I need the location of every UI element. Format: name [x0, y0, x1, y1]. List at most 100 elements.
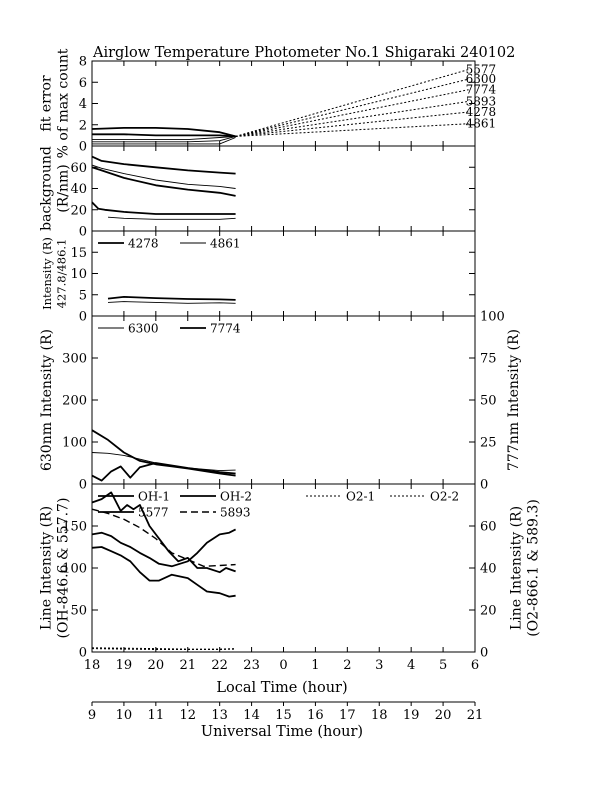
- panel-red_nir: 0 100 200 300 0 25 50 75 100 6300 7774: [62, 310, 505, 493]
- series-line: [91, 155, 236, 175]
- right-y-tick-label: 25: [480, 436, 497, 451]
- x-tick-label-local: 3: [375, 658, 383, 673]
- x-tick-label-ut: 11: [148, 708, 165, 723]
- x-tick-label-local: 4: [407, 658, 415, 673]
- y-axis-label-line: Line Intensity (R): [38, 506, 54, 630]
- series-label: 6300: [466, 72, 497, 86]
- series-line-4278: [235, 111, 469, 137]
- y-tick-label: 40: [70, 182, 87, 197]
- x-tick-label-local: 0: [279, 658, 287, 673]
- right-y-axis-label-line: Line Intensity (R): [508, 506, 524, 630]
- legend-label: O2-2: [430, 490, 459, 504]
- panel-bg: 0 20 40 60: [70, 145, 476, 240]
- x-tick-label-local: 21: [179, 658, 196, 673]
- legend-label: 7774: [210, 322, 241, 336]
- right-y-axis-label: 777nm Intensity (R): [506, 329, 522, 471]
- x-tick-label-local: 19: [116, 658, 133, 673]
- y-axis-label-line: % of max count: [55, 48, 71, 158]
- y-tick-label: 6: [79, 76, 87, 91]
- series-line-7774: [235, 89, 469, 137]
- series-line: [92, 135, 236, 143]
- x-tick-label-ut: 19: [403, 708, 420, 723]
- series-line: [91, 462, 236, 482]
- series-label: 5893: [466, 94, 497, 108]
- series-line: [92, 137, 236, 145]
- y-tick-label: 150: [62, 520, 87, 535]
- series-label: 4278: [466, 105, 497, 119]
- x-tick-label-local: 23: [243, 658, 260, 673]
- y-axis-label-line: 427.8/486.1: [54, 239, 68, 309]
- x-tick-label-ut: 10: [116, 708, 133, 723]
- panel-intensity_small: 0 5 10 15 4278 4861: [70, 230, 476, 325]
- y-tick-label: 10: [70, 267, 87, 282]
- universal-time-axis-label: Universal Time (hour): [201, 724, 363, 740]
- y-tick-label: 2: [79, 118, 87, 133]
- y-tick-label: 300: [62, 352, 87, 367]
- series-line: [91, 166, 236, 197]
- series-line: [92, 135, 236, 141]
- series-line-4861: [107, 301, 236, 304]
- series-label: 7774: [466, 83, 497, 97]
- y-tick-label: 0: [79, 646, 87, 661]
- x-tick-label-ut: 17: [339, 708, 356, 723]
- y-axis-label-line: 630nm Intensity (R): [39, 329, 55, 471]
- series-line: [107, 216, 236, 220]
- series-line: [91, 201, 236, 215]
- right-y-tick-label: 100: [480, 310, 505, 325]
- right-y-tick-label: 60: [480, 520, 497, 535]
- x-tick-label-ut: 12: [179, 708, 196, 723]
- right-y-tick-label: 20: [480, 604, 497, 619]
- chart-title: Airglow Temperature Photometer No.1 Shig…: [92, 45, 515, 61]
- legend-label: 4861: [210, 237, 241, 251]
- x-tick-label-ut: 20: [435, 708, 452, 723]
- legend-label: 5577: [138, 506, 169, 520]
- right-y-axis-label-line: (O2-866.1 & 589.3): [525, 499, 541, 637]
- series-line: [91, 164, 236, 189]
- series-line-4861: [235, 123, 469, 137]
- series-line-6300: [91, 452, 236, 472]
- x-tick-label-local: 5: [439, 658, 447, 673]
- right-y-tick-label: 0: [480, 646, 488, 661]
- x-tick-label-ut: 16: [307, 708, 324, 723]
- series-line-o2-1: [91, 648, 236, 650]
- y-tick-label: 100: [62, 436, 87, 451]
- right-y-tick-label: 0: [480, 478, 488, 493]
- legend-label: 6300: [128, 322, 159, 336]
- y-tick-label: 4: [79, 97, 87, 112]
- y-axis-label-line: background: [38, 146, 54, 231]
- right-y-tick-label: 50: [480, 394, 497, 409]
- right-y-axis-label: Line Intensity (R) (O2-866.1 & 589.3): [508, 499, 541, 637]
- series-label: 5577: [466, 63, 497, 77]
- x-tick-label-ut: 18: [371, 708, 388, 723]
- y-tick-label: 15: [70, 246, 87, 261]
- panel-frame: [91, 60, 476, 147]
- y-axis-label-line: fit error: [38, 75, 54, 132]
- y-tick-label: 200: [62, 394, 87, 409]
- x-tick-label-local: 2: [343, 658, 351, 673]
- y-tick-label: 60: [70, 161, 87, 176]
- y-axis-label-line: Intensity (R): [40, 237, 54, 310]
- right-y-tick-label: 75: [480, 352, 497, 367]
- legend-label: 5893: [220, 506, 251, 520]
- y-axis-label: 630nm Intensity (R): [39, 329, 55, 471]
- y-axis-label-line: (OH-846.6 & 557.7): [55, 498, 71, 639]
- series-line: [91, 127, 236, 138]
- legend-label: 4278: [128, 237, 159, 251]
- x-tick-label-local: 20: [148, 658, 165, 673]
- y-axis-label: Line Intensity (R) (OH-846.6 & 557.7): [38, 498, 71, 639]
- panel-frame: [91, 145, 476, 232]
- x-tick-label-local: 1: [311, 658, 319, 673]
- legend-label: O2-1: [346, 490, 375, 504]
- y-tick-label: 0: [79, 140, 87, 155]
- series-label: 4861: [466, 117, 497, 131]
- y-tick-label: 0: [79, 310, 87, 325]
- series-line-5893: [91, 508, 236, 567]
- series-line: [92, 133, 236, 138]
- panel-frame: [91, 315, 476, 485]
- right-y-tick-label: 40: [480, 562, 497, 577]
- series-line-7774: [91, 429, 236, 477]
- local-time-axis-label: Local Time (hour): [216, 680, 347, 696]
- legend-label: OH-2: [220, 490, 252, 504]
